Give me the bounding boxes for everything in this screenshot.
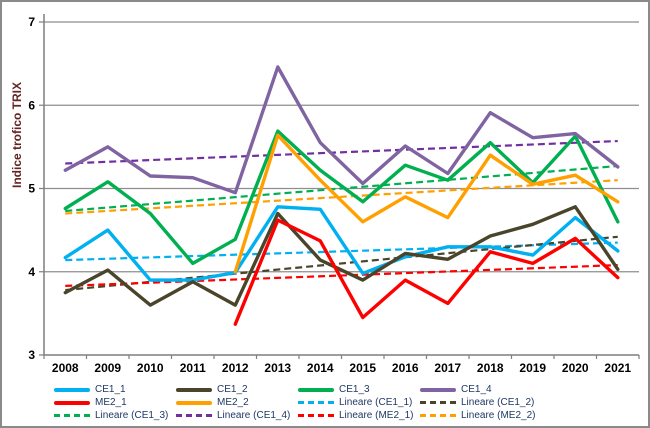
legend-item-CE1_4: CE1_4 bbox=[420, 383, 542, 396]
x-tick-label-2011: 2011 bbox=[180, 361, 206, 375]
x-tick-label-2020: 2020 bbox=[562, 361, 589, 375]
chart-legend: CE1_1 CE1_2 CE1_3 CE1_4 ME2_1 ME2_2 Lineare (C… bbox=[54, 383, 614, 422]
x-tick-label-2009: 2009 bbox=[94, 361, 121, 375]
dashed-line-swatch-icon bbox=[54, 414, 90, 417]
legend-item-Lineare-CE1_1-: Lineare (CE1_1) bbox=[298, 396, 420, 409]
x-tick-label-2008: 2008 bbox=[52, 361, 79, 375]
solid-line-swatch-icon bbox=[420, 387, 456, 392]
series-line-CE1_2 bbox=[63, 205, 620, 307]
legend-item-CE1_1: CE1_1 bbox=[54, 383, 176, 396]
x-tick-label-2016: 2016 bbox=[392, 361, 419, 375]
legend-label: Lineare (ME2_2) bbox=[461, 410, 536, 421]
legend-label: ME2_2 bbox=[217, 397, 249, 408]
solid-line-swatch-icon bbox=[54, 387, 90, 392]
series-line-ME2_1 bbox=[233, 218, 620, 326]
dashed-line-swatch-icon bbox=[298, 414, 334, 417]
series-line-CE1_4 bbox=[63, 65, 620, 195]
dashed-line-swatch-icon bbox=[298, 401, 334, 404]
x-tick-label-2013: 2013 bbox=[264, 361, 291, 375]
x-tick-label-2015: 2015 bbox=[349, 361, 376, 375]
solid-line-swatch-icon bbox=[298, 387, 334, 392]
legend-item-ME2_2: ME2_2 bbox=[176, 396, 298, 409]
legend-label: CE1_4 bbox=[461, 384, 492, 395]
trix-line-chart: 3 4 5 6 7 2008 2009 2010 2011 2012 2013 2014 2015 201… bbox=[28, 14, 640, 375]
x-tick-label-2017: 2017 bbox=[434, 361, 461, 375]
y-tick-label-7: 7 bbox=[28, 15, 35, 29]
y-tick-label-3: 3 bbox=[28, 348, 35, 362]
trendline-Lineare-CE1_1- bbox=[65, 241, 618, 262]
legend-label: CE1_2 bbox=[217, 384, 248, 395]
x-tick-label-2018: 2018 bbox=[477, 361, 504, 375]
x-tick-label-2021: 2021 bbox=[604, 361, 631, 375]
legend-item-Lineare-CE1_2-: Lineare (CE1_2) bbox=[420, 396, 542, 409]
solid-line-swatch-icon bbox=[54, 400, 90, 405]
legend-label: CE1_3 bbox=[339, 384, 370, 395]
y-axis-title: Indice trofico TRIX bbox=[10, 81, 24, 188]
y-tick-label-4: 4 bbox=[28, 265, 35, 279]
dashed-line-swatch-icon bbox=[176, 414, 212, 417]
trendline-Lineare-ME2_1- bbox=[65, 263, 618, 288]
legend-label: Lineare (CE1_1) bbox=[339, 397, 413, 408]
x-tick-label-2010: 2010 bbox=[137, 361, 164, 375]
x-tick-label-2012: 2012 bbox=[222, 361, 249, 375]
legend-item-CE1_2: CE1_2 bbox=[176, 383, 298, 396]
legend-item-Lineare-ME2_2-: Lineare (ME2_2) bbox=[420, 409, 542, 422]
legend-label: Lineare (ME2_1) bbox=[339, 410, 414, 421]
trendline-Lineare-CE1_4- bbox=[65, 139, 618, 165]
x-tick-label-2014: 2014 bbox=[307, 361, 334, 375]
legend-item-Lineare-CE1_3-: Lineare (CE1_3) bbox=[54, 409, 176, 422]
series-line-CE1_3 bbox=[63, 129, 620, 266]
legend-label: CE1_1 bbox=[95, 384, 126, 395]
solid-line-swatch-icon bbox=[176, 400, 212, 405]
series-line-ME2_2 bbox=[233, 133, 620, 274]
trendline-Lineare-ME2_2- bbox=[65, 179, 618, 215]
solid-line-swatch-icon bbox=[176, 387, 212, 392]
legend-item-Lineare-CE1_4-: Lineare (CE1_4) bbox=[176, 409, 298, 422]
series-line-CE1_1 bbox=[63, 205, 620, 282]
dashed-line-swatch-icon bbox=[420, 401, 456, 404]
trendline-Lineare-CE1_3- bbox=[65, 164, 618, 213]
y-tick-label-5: 5 bbox=[28, 182, 35, 196]
legend-label: ME2_1 bbox=[95, 397, 127, 408]
legend-item-CE1_3: CE1_3 bbox=[298, 383, 420, 396]
legend-label: Lineare (CE1_2) bbox=[461, 397, 535, 408]
legend-item-Lineare-ME2_1-: Lineare (ME2_1) bbox=[298, 409, 420, 422]
y-tick-label-6: 6 bbox=[28, 98, 35, 112]
legend-item-ME2_1: ME2_1 bbox=[54, 396, 176, 409]
dashed-line-swatch-icon bbox=[420, 414, 456, 417]
x-tick-label-2019: 2019 bbox=[519, 361, 546, 375]
legend-label: Lineare (CE1_3) bbox=[95, 410, 169, 421]
legend-label: Lineare (CE1_4) bbox=[217, 410, 291, 421]
